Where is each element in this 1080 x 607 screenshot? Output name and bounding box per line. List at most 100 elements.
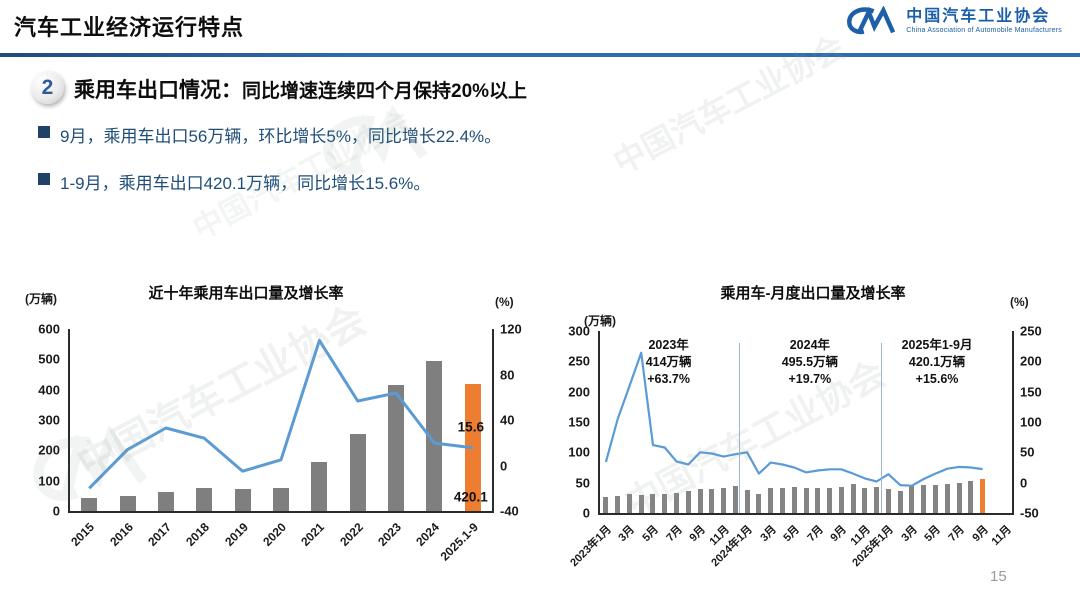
x-axis-label: 11月 [989, 523, 1015, 548]
x-axis-label: 5月 [781, 523, 803, 545]
x-axis-label: 7月 [805, 523, 826, 545]
data-label: 420.1 [453, 489, 488, 505]
bar [721, 488, 727, 513]
bar [956, 482, 962, 513]
bar [273, 487, 289, 511]
left-axis-tick: 300 [568, 323, 590, 339]
x-axis-label: 2022 [336, 520, 366, 549]
right-axis-tick: 40 [500, 412, 515, 428]
right-axis-unit: (%) [1010, 295, 1029, 309]
left-axis-tick: 0 [52, 503, 60, 519]
bar [349, 434, 366, 511]
bar [311, 462, 328, 511]
annotation-line: +15.6% [915, 371, 959, 386]
bar [932, 485, 938, 513]
x-axis-label: 2024 [413, 520, 443, 549]
bar [196, 487, 213, 511]
annotation-line: 2024年 [789, 338, 831, 352]
bar [697, 489, 703, 513]
bar [768, 487, 774, 513]
cm-logo-icon [847, 6, 896, 35]
right-axis-tick: 200 [1020, 353, 1042, 369]
section-title-sub: 同比增速连续四个月保持20%以上 [242, 81, 528, 102]
section-number-badge: 2 [31, 71, 64, 104]
left-axis-tick: 200 [38, 442, 60, 458]
x-axis-label: 2018 [183, 520, 213, 549]
x-axis-label: 9月 [687, 523, 708, 545]
bar [388, 385, 405, 511]
x-axis-label: 7月 [946, 523, 967, 545]
bar [732, 485, 738, 513]
bar [980, 479, 986, 513]
right-axis-tick: 250 [1020, 323, 1042, 339]
x-axis-label: 2016 [106, 520, 136, 549]
x-axis-label: 2023年1月 [568, 523, 614, 570]
bullet-item: 9月，乘用车出口56万辆，环比增长5%，同比增长22.4%。 [38, 122, 501, 147]
left-axis-tick: 0 [582, 505, 590, 521]
bar [744, 489, 750, 513]
page-title: 汽车工业经济运行特点 [14, 15, 245, 40]
left-axis-tick: 200 [568, 384, 590, 400]
x-axis-label: 2019 [221, 520, 251, 549]
bullet-text: 9月，乘用车出口56万辆，环比增长5%，同比增长22.4%。 [60, 127, 502, 146]
annotation-line: 2025年1-9月 [901, 338, 973, 352]
x-axis-label: 3月 [616, 523, 638, 545]
bar [827, 487, 833, 513]
left-axis-unit: (万辆) [25, 292, 57, 306]
bar [756, 493, 762, 513]
bar [874, 486, 880, 513]
annotation: 2025年1-9月 420.1万辆 +15.6% [902, 337, 973, 388]
bar [626, 493, 632, 513]
bar [968, 480, 974, 513]
right-axis-tick: 120 [500, 321, 522, 337]
watermark-text: 中国汽车工业协会 [607, 28, 851, 181]
annotation-line: 414万辆 [645, 354, 692, 369]
data-label: 15.6 [457, 419, 484, 435]
annotation: 2024年 495.5万辆 +19.7% [782, 337, 838, 388]
bar [119, 495, 136, 511]
x-axis-label: 2023 [375, 520, 405, 549]
bar [603, 496, 609, 513]
bar [897, 490, 903, 513]
bar [674, 492, 679, 513]
annotation: 2023年 414万辆 +63.7% [646, 337, 692, 388]
bar [615, 496, 621, 513]
annotation-line: 495.5万辆 [781, 354, 839, 369]
bar [909, 485, 915, 513]
right-axis-tick: -50 [1020, 505, 1039, 521]
x-axis-label: 2021 [298, 520, 328, 549]
right-axis-tick: 80 [500, 367, 515, 382]
title-divider [0, 53, 1080, 57]
org-name-en: China Association of Automobile Manufact… [906, 27, 1062, 35]
bar [862, 488, 868, 513]
x-axis-label: 9月 [828, 523, 850, 545]
right-axis-tick: -40 [500, 503, 519, 519]
x-axis-label: 2020 [260, 520, 289, 549]
bullet-marker-icon [38, 126, 50, 138]
x-axis-label: 5月 [640, 523, 661, 545]
chart-title: 近十年乘用车出口量及增长率 [148, 285, 344, 302]
x-axis-label: 9月 [969, 523, 991, 545]
x-axis-label: 2015 [68, 520, 98, 549]
chart-title: 乘用车-月度出口量及增长率 [720, 285, 906, 302]
annotation-line: +19.7% [788, 371, 832, 386]
bar [662, 494, 668, 513]
plot-area [598, 331, 1014, 515]
x-axis-label: 3月 [899, 523, 920, 545]
section-number: 2 [41, 75, 54, 99]
x-axis-label: 3月 [758, 523, 779, 545]
year-divider [880, 343, 882, 513]
bar [157, 491, 174, 511]
year-divider [739, 343, 741, 513]
chart-monthly-export: 乘用车-月度出口量及增长率 (万辆) (%) 300 250 200 150 100 50… [548, 282, 1078, 600]
right-axis-tick: 0 [1020, 475, 1028, 491]
annotation-line: 2023年 [648, 338, 689, 352]
bullet-text: 1-9月，乘用车出口420.1万辆，同比增长15.6%。 [60, 174, 431, 193]
left-axis-tick: 50 [575, 475, 590, 491]
bar [234, 488, 251, 511]
bar [885, 488, 891, 513]
right-axis-tick: 50 [1020, 444, 1035, 460]
left-axis-tick: 400 [38, 382, 60, 398]
right-axis-unit: (%) [495, 295, 514, 309]
left-axis-tick: 500 [38, 351, 60, 367]
